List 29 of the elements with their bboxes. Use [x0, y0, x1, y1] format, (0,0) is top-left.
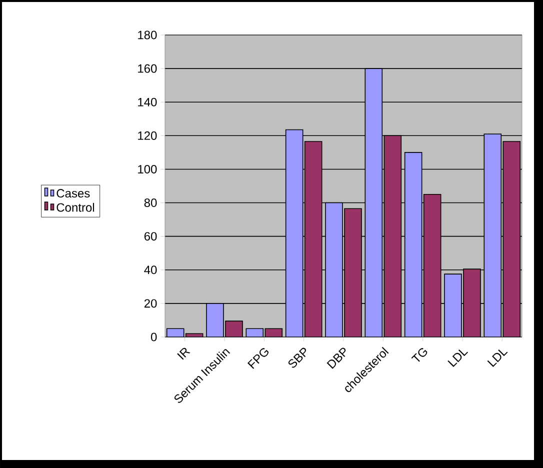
y-tick-label: 120	[138, 131, 157, 140]
bar	[444, 274, 462, 337]
bar	[325, 202, 343, 337]
y-tick-label: 80	[144, 198, 157, 208]
bar	[285, 129, 304, 337]
bar	[384, 135, 402, 337]
y-tick-label: 180	[138, 30, 157, 40]
y-tick-label: 60	[144, 232, 157, 241]
legend-label: Control	[56, 202, 94, 212]
bar	[404, 152, 422, 337]
bar	[364, 68, 383, 337]
x-tick-label: TG	[411, 348, 428, 362]
x-tick-label: IR	[177, 348, 190, 360]
x-tick-label: LDL	[448, 349, 468, 367]
y-tick-label: 0	[151, 332, 157, 342]
legend-label: Cases	[56, 189, 90, 198]
bar	[502, 141, 521, 337]
y-tick-label: 20	[144, 299, 157, 308]
y-tick-label: 140	[138, 98, 157, 106]
y-tick-label: 40	[144, 266, 157, 274]
x-tick-label: LDL	[487, 349, 508, 367]
bar	[463, 268, 481, 337]
bar	[484, 134, 502, 337]
y-tick-label: 160	[138, 64, 157, 73]
y-tick-label: 100	[138, 164, 157, 174]
bar	[344, 208, 362, 337]
bar	[304, 141, 322, 337]
bar	[206, 303, 224, 337]
bar	[423, 194, 442, 337]
